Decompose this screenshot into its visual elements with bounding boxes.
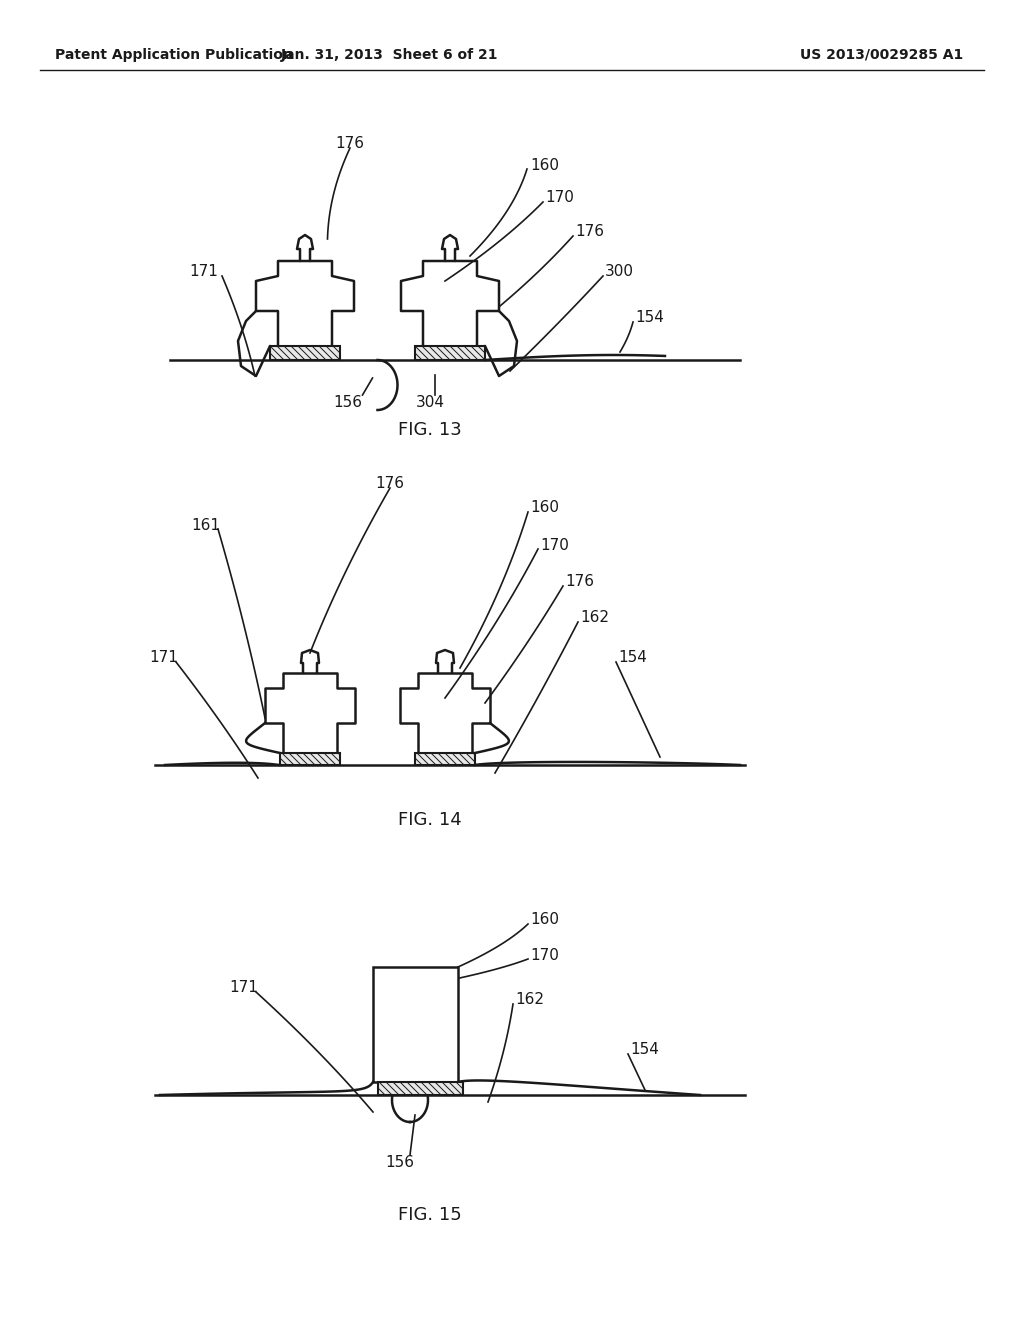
Text: 161: 161 [191, 517, 220, 532]
Text: FIG. 14: FIG. 14 [398, 810, 462, 829]
Text: 154: 154 [635, 310, 664, 326]
Text: 171: 171 [229, 981, 258, 995]
Text: 154: 154 [618, 651, 647, 665]
Text: 156: 156 [333, 395, 362, 411]
Text: 304: 304 [416, 395, 444, 411]
Text: 170: 170 [530, 948, 559, 962]
Text: FIG. 15: FIG. 15 [398, 1206, 462, 1224]
Text: 162: 162 [515, 993, 544, 1007]
Bar [415, 346, 485, 360]
Text: 300: 300 [605, 264, 634, 280]
Bar [415, 752, 475, 766]
Text: 176: 176 [376, 475, 404, 491]
Text: Jan. 31, 2013  Sheet 6 of 21: Jan. 31, 2013 Sheet 6 of 21 [282, 48, 499, 62]
Text: 176: 176 [565, 574, 594, 590]
Text: 176: 176 [575, 224, 604, 239]
Bar [373, 968, 458, 1082]
Text: 170: 170 [540, 537, 569, 553]
Text: 176: 176 [336, 136, 365, 150]
Text: 160: 160 [530, 912, 559, 928]
Text: 170: 170 [545, 190, 573, 206]
Bar [280, 752, 340, 766]
Text: 160: 160 [530, 157, 559, 173]
Text: 162: 162 [580, 610, 609, 626]
Text: 171: 171 [189, 264, 218, 280]
Text: 160: 160 [530, 500, 559, 516]
Text: Patent Application Publication: Patent Application Publication [55, 48, 293, 62]
Text: 171: 171 [150, 651, 178, 665]
Text: 156: 156 [385, 1155, 415, 1170]
Bar [270, 346, 340, 360]
Text: 154: 154 [630, 1043, 658, 1057]
Bar [378, 1082, 463, 1096]
Text: US 2013/0029285 A1: US 2013/0029285 A1 [800, 48, 964, 62]
Text: FIG. 13: FIG. 13 [398, 421, 462, 440]
